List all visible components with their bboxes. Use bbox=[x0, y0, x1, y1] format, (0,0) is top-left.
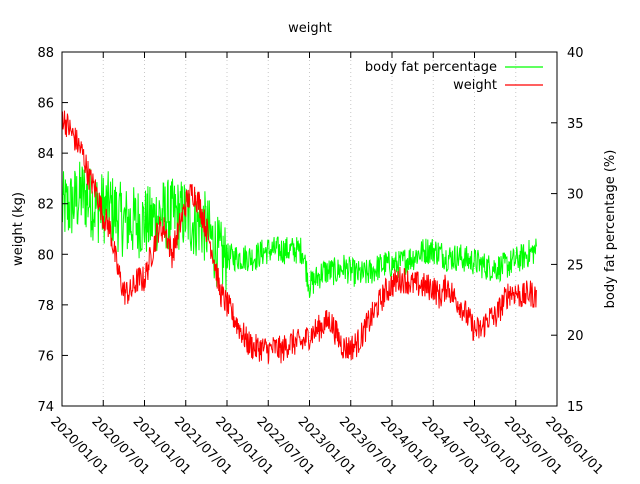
y-tick-label: 76 bbox=[37, 349, 54, 364]
y-axis-label: weight (kg) bbox=[11, 192, 26, 266]
y2-tick-label: 40 bbox=[567, 46, 584, 61]
y2-axis-label: body fat percentage (%) bbox=[603, 150, 618, 309]
legend-label-weight: weight bbox=[453, 78, 497, 93]
y2-tick-label: 30 bbox=[567, 188, 584, 203]
y2-tick-label: 25 bbox=[567, 258, 584, 273]
y-tick-label: 80 bbox=[37, 248, 54, 263]
series-line-body-fat bbox=[61, 161, 537, 298]
y-tick-label: 84 bbox=[37, 147, 54, 162]
y2-tick-label: 35 bbox=[567, 117, 584, 132]
legend-label-body-fat: body fat percentage bbox=[365, 60, 497, 75]
y2-tick-label: 20 bbox=[567, 329, 584, 344]
y-tick-label: 88 bbox=[37, 46, 54, 61]
y-tick-label: 82 bbox=[37, 198, 54, 213]
legend: body fat percentage weight bbox=[365, 60, 543, 93]
y2-tick-label: 15 bbox=[567, 400, 584, 415]
chart-title: weight bbox=[288, 21, 332, 36]
y-tick-label: 78 bbox=[37, 299, 54, 314]
series-line-weight bbox=[61, 110, 537, 364]
y-tick-label: 86 bbox=[37, 97, 54, 112]
series-lines bbox=[61, 110, 537, 364]
y-tick-label: 74 bbox=[37, 400, 54, 415]
